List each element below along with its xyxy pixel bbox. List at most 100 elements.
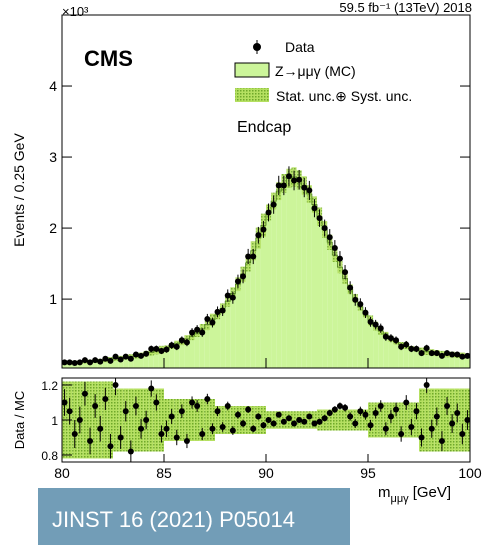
ratio-unc-band [209,399,215,441]
ratio-unc-band [153,388,159,452]
data-point [250,253,257,260]
y-multiplier: ×10³ [62,4,89,19]
x-tick-label: 90 [258,465,274,481]
ratio-point [362,411,369,418]
legend-mc-swatch [234,62,270,78]
mc-bar [322,229,328,368]
data-point [357,301,364,308]
ratio-unc-band [413,402,419,438]
ratio-unc-band [220,406,226,434]
data-point [112,353,119,360]
data-point [173,343,180,350]
data-point [87,359,94,366]
data-point [454,351,461,358]
mc-bar [434,353,440,368]
reference-banner [38,488,350,545]
ratio-point [280,418,287,425]
ratio-unc-band [332,409,338,431]
ratio-point [163,425,170,432]
ratio-point [326,410,333,416]
data-point [280,182,287,189]
mc-bar [209,319,215,368]
mc-bar [220,308,226,368]
ratio-point [387,413,394,420]
ratio-unc-band [419,388,425,452]
data-point [275,182,282,189]
ratio-point [234,411,241,418]
ratio-point [459,431,466,437]
ratio-point [255,413,262,420]
mc-bar [449,354,455,368]
ratio-unc-band [194,399,200,441]
data-point [163,346,170,353]
data-point [224,292,231,299]
data-point [138,352,145,359]
ratio-point [433,413,440,420]
ratio-point [132,403,139,409]
data-point [117,356,124,363]
ratio-unc-band [403,402,409,438]
ratio-point [331,406,338,413]
ratio-point [183,438,190,444]
ratio-unc-band [357,409,363,431]
ratio-point [393,406,400,413]
data-point [240,273,247,280]
data-point [459,353,466,360]
ratio-point [347,413,354,420]
data-point [321,225,328,232]
data-point [97,358,104,365]
mc-bar [138,355,144,368]
mc-bar [439,353,445,368]
mc-bar [271,201,277,368]
mc-bar [383,335,389,368]
region-label: Endcap [237,119,291,136]
ratio-unc-band [337,409,343,431]
ratio-unc-band [189,399,195,441]
ratio-point [189,399,196,406]
legend-data: Data [285,39,315,55]
ratio-point [97,425,104,432]
ratio-unc-band [204,399,210,441]
mc-bar [444,354,450,368]
data-point [336,255,343,262]
ratio-unc-band [128,388,134,452]
ratio-point [214,408,221,415]
ratio-unc-band [311,411,317,429]
ratio-unc-band [133,388,139,452]
mc-bar [118,358,124,368]
mc-bar [357,306,363,368]
data-point [403,341,410,348]
mc-bar [255,238,261,368]
data-point [189,329,196,336]
experiment: CMS [84,46,133,71]
x-tick-label: 85 [156,465,172,481]
mc-bar [82,361,88,368]
mc-bar [352,298,358,368]
ratio-unc-band [118,388,124,452]
ratio-point [301,418,308,425]
mc-bar [408,348,414,368]
ratio-point [81,390,88,397]
ratio-y-tick-label: 1.2 [41,379,58,393]
y-tick-label: 1 [49,291,57,307]
mc-bar [184,338,190,368]
ratio-point [357,408,364,415]
ratio-point [107,443,114,450]
ratio-point [372,410,379,416]
ratio-point [178,408,185,415]
ratio-unc-band [230,406,236,434]
ratio-unc-band [215,406,221,434]
ratio-unc-band [184,399,190,441]
mc-bar [301,185,307,368]
mc-bar [398,344,404,368]
data-point [143,350,150,357]
data-point [433,350,440,357]
mc-bar [199,328,205,368]
ratio-point [173,434,180,441]
data-point [229,294,236,301]
mc-bar [169,345,175,368]
data-point [76,359,83,366]
data-point [153,345,160,352]
mc-bar [230,293,236,368]
